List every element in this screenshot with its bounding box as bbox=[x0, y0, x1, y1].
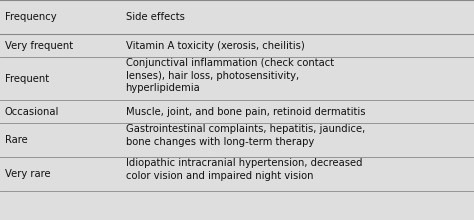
Text: Idiopathic intracranial hypertension, decreased
color vision and impaired night : Idiopathic intracranial hypertension, de… bbox=[126, 158, 362, 181]
Text: Vitamin A toxicity (xerosis, cheilitis): Vitamin A toxicity (xerosis, cheilitis) bbox=[126, 41, 304, 51]
Text: Occasional: Occasional bbox=[5, 107, 59, 117]
Text: Conjunctival inflammation (check contact
lenses), hair loss, photosensitivity,
h: Conjunctival inflammation (check contact… bbox=[126, 58, 334, 93]
Text: Frequent: Frequent bbox=[5, 74, 49, 84]
Text: Muscle, joint, and bone pain, retinoid dermatitis: Muscle, joint, and bone pain, retinoid d… bbox=[126, 107, 365, 117]
Text: Gastrointestinal complaints, hepatitis, jaundice,
bone changes with long-term th: Gastrointestinal complaints, hepatitis, … bbox=[126, 124, 365, 147]
Text: Rare: Rare bbox=[5, 135, 27, 145]
Text: Side effects: Side effects bbox=[126, 12, 184, 22]
Text: Frequency: Frequency bbox=[5, 12, 56, 22]
Text: Very frequent: Very frequent bbox=[5, 41, 73, 51]
Text: Very rare: Very rare bbox=[5, 169, 50, 179]
